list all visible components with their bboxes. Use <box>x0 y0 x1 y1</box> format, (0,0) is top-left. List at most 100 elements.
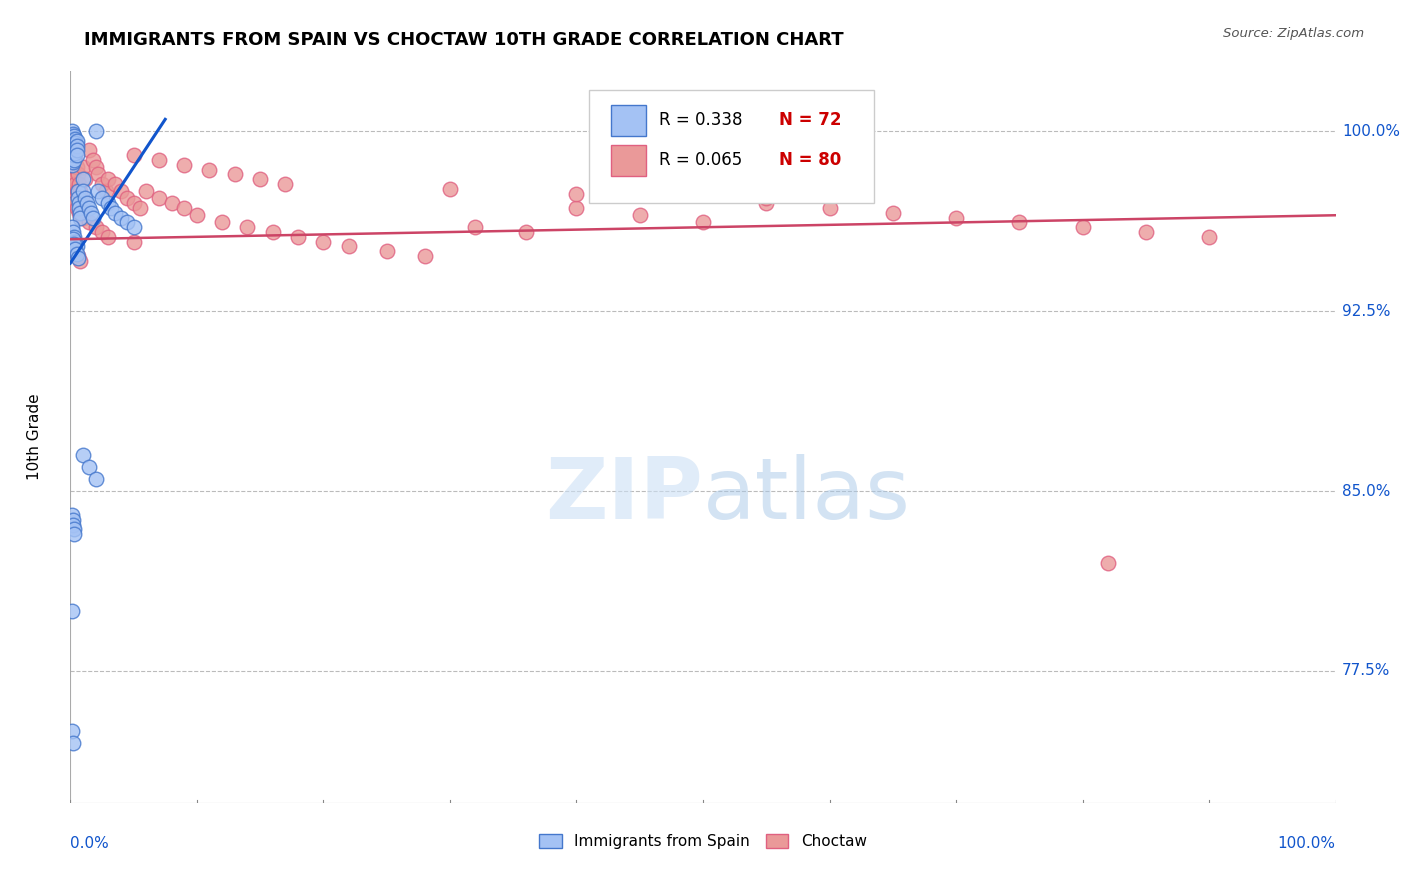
Point <box>72 172 94 186</box>
Point <box>62 155 84 169</box>
Point <box>90 177 114 191</box>
Point <box>65 239 87 253</box>
Point <box>62 239 84 253</box>
Point <box>173 158 195 172</box>
Point <box>62 168 84 182</box>
Point <box>104 206 127 220</box>
Point <box>1198 230 1220 244</box>
Text: 77.5%: 77.5% <box>1341 664 1391 679</box>
FancyBboxPatch shape <box>589 90 875 203</box>
Point <box>60 134 83 148</box>
Point <box>818 201 841 215</box>
Point <box>62 127 84 141</box>
Point <box>94 184 117 198</box>
Point <box>60 153 83 167</box>
Point <box>62 131 84 145</box>
Point <box>122 196 145 211</box>
Point <box>84 472 107 486</box>
Point <box>63 172 86 186</box>
Point <box>628 208 651 222</box>
Point <box>122 148 145 162</box>
Point <box>60 158 83 172</box>
Point <box>87 168 110 182</box>
Point <box>63 230 86 244</box>
Point <box>62 232 84 246</box>
Point <box>62 736 84 750</box>
Point <box>72 184 94 198</box>
Point <box>65 153 87 167</box>
Point <box>375 244 398 259</box>
Text: atlas: atlas <box>703 454 911 537</box>
Point <box>75 172 97 186</box>
Point <box>148 191 170 205</box>
Point <box>236 220 259 235</box>
Text: 10th Grade: 10th Grade <box>27 393 42 481</box>
Point <box>65 145 87 160</box>
Point <box>60 220 83 235</box>
Point <box>115 191 138 205</box>
Point <box>565 201 588 215</box>
Point <box>224 168 246 182</box>
Point <box>66 252 89 266</box>
Point <box>63 523 86 537</box>
Point <box>122 235 145 249</box>
Point <box>60 129 83 144</box>
Point <box>63 527 86 541</box>
Point <box>69 206 91 220</box>
Point <box>90 225 114 239</box>
Point <box>62 145 84 160</box>
Point <box>186 208 208 222</box>
Point <box>97 172 120 186</box>
Point <box>565 186 588 201</box>
Point <box>65 244 87 259</box>
Point <box>69 211 91 225</box>
Point <box>84 220 107 235</box>
Point <box>65 134 87 148</box>
FancyBboxPatch shape <box>610 145 647 176</box>
Point <box>65 136 87 151</box>
Point <box>60 723 83 738</box>
Point <box>882 206 904 220</box>
Point <box>148 153 170 167</box>
Point <box>65 144 87 158</box>
FancyBboxPatch shape <box>610 105 647 136</box>
Point <box>82 211 104 225</box>
Text: IMMIGRANTS FROM SPAIN VS CHOCTAW 10TH GRADE CORRELATION CHART: IMMIGRANTS FROM SPAIN VS CHOCTAW 10TH GR… <box>84 31 844 49</box>
Point <box>65 201 87 215</box>
Point <box>72 211 94 225</box>
Point <box>312 235 335 249</box>
Point <box>337 239 360 253</box>
Point <box>60 129 83 144</box>
Point <box>79 460 101 475</box>
Point <box>104 177 127 191</box>
Point <box>60 138 83 153</box>
Point <box>79 144 101 158</box>
Point <box>464 220 486 235</box>
Point <box>65 141 87 155</box>
Point <box>97 196 120 211</box>
Point <box>755 191 778 205</box>
Point <box>60 508 83 522</box>
Point <box>65 161 87 175</box>
Point <box>945 211 967 225</box>
Point <box>62 225 84 239</box>
Point <box>115 215 138 229</box>
Point <box>65 235 87 249</box>
Point <box>65 177 87 191</box>
Point <box>66 168 89 182</box>
Point <box>66 191 89 205</box>
Point <box>173 201 195 215</box>
Point <box>515 225 537 239</box>
Text: 85.0%: 85.0% <box>1341 483 1391 499</box>
Point <box>110 184 132 198</box>
Text: N = 80: N = 80 <box>779 151 841 169</box>
Point <box>100 201 122 215</box>
Text: ZIP: ZIP <box>546 454 703 537</box>
Point <box>82 153 104 167</box>
Point <box>63 196 86 211</box>
Point <box>63 129 86 144</box>
Point <box>65 184 87 198</box>
Point <box>67 201 90 215</box>
Text: N = 72: N = 72 <box>779 111 841 128</box>
Point <box>63 237 86 252</box>
